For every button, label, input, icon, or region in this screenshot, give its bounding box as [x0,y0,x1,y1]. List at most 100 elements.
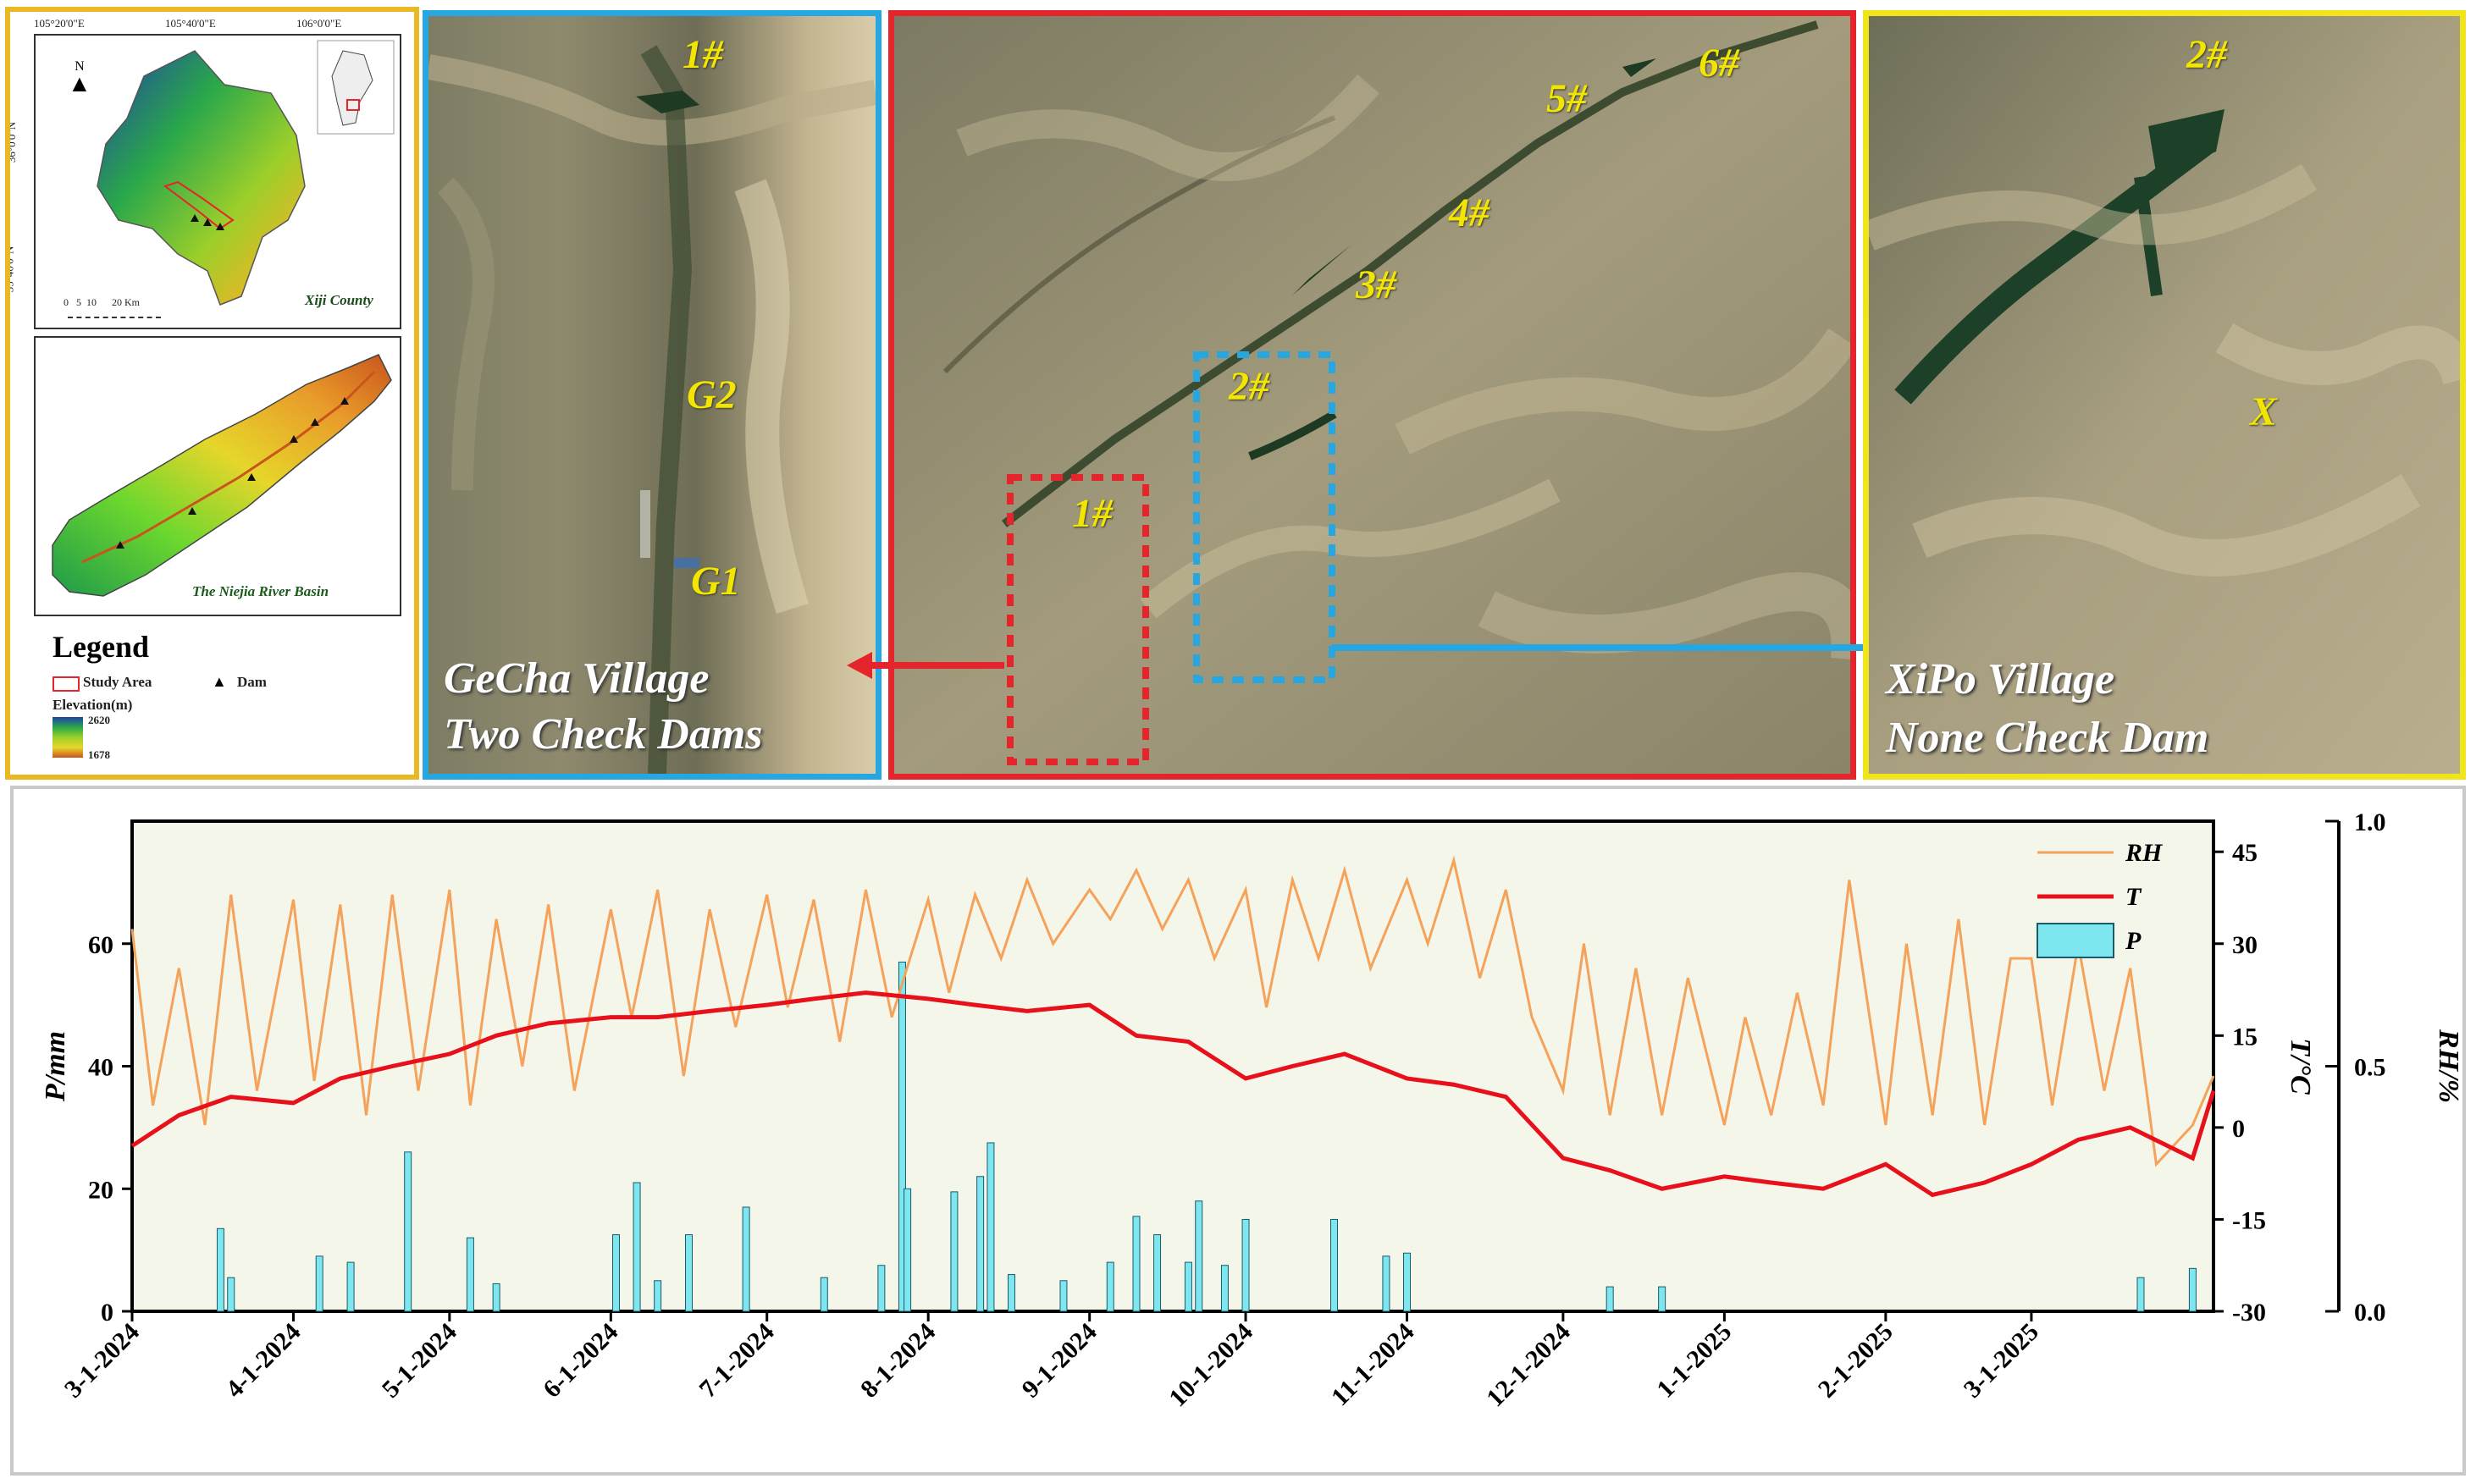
p-tick-label: 40 [88,1054,113,1082]
precip-bar [346,1261,355,1312]
t-tick-label: 15 [2232,1023,2258,1051]
precip-bar [227,1277,235,1312]
gecha-caption-line2: Two Check Dams [444,710,763,759]
xipo-village-panel: 2# X XiPo Village None Check Dam [1863,10,2466,780]
legend-label-p: P [2125,927,2142,955]
x-tick-label: 2-1-2025 [1813,1318,1898,1404]
precip-bar [633,1182,641,1312]
xiji-county-title: Xiji County [305,292,373,308]
climate-chart-panel: 0 20 40 60 P/mm -30 -15 0 15 30 45 T/°C 0.0 0.5 1.0 RH/… [10,786,2466,1476]
precip-bar [685,1234,694,1312]
t-tick-label: 0 [2232,1115,2245,1143]
gecha-dam-1-label: 1# [683,32,723,77]
precip-bar [1403,1252,1412,1312]
precip-bar [1153,1234,1162,1312]
plot-area [130,819,2215,1313]
precip-bar [1195,1200,1203,1312]
study-dam-4-label: 4# [1449,190,1489,235]
precip-bar [1106,1261,1114,1312]
x-tick-label: 11-1-2024 [1326,1318,1420,1412]
legend-label-t: T [2125,883,2142,911]
precip-bar [1382,1255,1390,1312]
x-tick-label: 6-1-2024 [538,1318,623,1404]
precip-bar [987,1142,995,1312]
elev-low: 1678 [88,748,110,761]
precip-bar [315,1255,323,1312]
t-tick-label: 30 [2232,931,2258,959]
precip-bar [742,1206,750,1312]
dam-label: Dam [237,674,267,690]
north-arrow-icon: ▲ [68,71,91,97]
rh-tick-label: 1.0 [2354,808,2386,836]
precip-bar [1606,1286,1614,1312]
study-dam-3-label: 3# [1356,262,1396,307]
p-tick-label: 20 [88,1176,113,1204]
precip-bar [1059,1280,1068,1312]
p-tick-label: 0 [101,1299,113,1327]
north-arrow: N ▲ [68,59,91,97]
legend-box: Legend Study Area ▲ Dam Elevation(m) 262… [34,617,398,770]
precip-bar [877,1265,886,1312]
rh-tick-label: 0.5 [2354,1054,2386,1082]
precip-bar [216,1227,224,1312]
x-tick-label: 4-1-2024 [220,1318,306,1404]
precip-bar [611,1234,620,1312]
precip-bar [820,1277,828,1312]
study-area-swatch [53,676,80,692]
t-tick-label: -15 [2232,1206,2266,1234]
precip-bar [1329,1218,1338,1312]
xipo-x-label: X [2250,389,2278,434]
study-dam-6-label: 6# [1699,41,1739,86]
precip-bar [1132,1216,1141,1312]
x-tick-label: 7-1-2024 [694,1318,780,1404]
study-dam-2-label: 2# [1229,364,1269,409]
basin-shape [52,354,392,597]
elev-high: 2620 [88,714,110,726]
gecha-village-panel: 1# G2 G1 GeCha Village Two Check Dams [423,10,882,780]
p-tick-label: 60 [88,931,113,959]
xipo-caption-line1: XiPo Village [1886,655,2115,703]
lon-label-2: 105°40'0"E [165,17,216,30]
precip-bar [950,1191,959,1312]
x-tick-label: 8-1-2024 [855,1318,941,1404]
study-dam-1-label: 1# [1072,491,1113,536]
xipo-caption-line2: None Check Dam [1886,714,2209,762]
xiji-county-shape [97,40,395,306]
precip-bar [1220,1265,1229,1312]
x-tick-label: 10-1-2024 [1163,1318,1258,1413]
precip-bar [492,1283,500,1312]
t-line [130,990,2216,1198]
study-dam-5-label: 5# [1546,76,1587,121]
gecha-caption-line1: GeCha Village [444,654,710,703]
precip-bar [654,1280,662,1312]
x-tick-label: 9-1-2024 [1017,1318,1103,1404]
precip-bar [466,1237,474,1312]
precip-bar [2136,1277,2145,1312]
lon-label-1: 105°20'0"E [34,17,85,30]
x-tick-label: 3-1-2025 [1959,1318,2044,1404]
gecha-g2-label: G2 [687,372,737,417]
x-tick-label: 3-1-2024 [59,1318,145,1404]
t-axis-label: T/°C [2285,1038,2316,1095]
rh-line [130,855,2215,1167]
xipo-dam-2-label: 2# [2186,32,2227,77]
basin-title: The Niejia River Basin [192,583,329,599]
precip-bar [1008,1274,1016,1312]
precip-bar [898,961,906,1312]
dam-triangle-icon: ▲ [212,673,227,690]
precip-bar [1658,1286,1666,1312]
x-tick-label: 12-1-2024 [1481,1318,1576,1413]
precip-bar [1241,1218,1250,1312]
niejia-basin-map: The Niejia River Basin [34,336,401,616]
legend-swatch-p [2037,923,2114,958]
xipo-satellite-image [1869,16,2460,774]
precip-bar [2188,1267,2197,1312]
x-tick-label: 5-1-2024 [377,1318,462,1404]
north-label: N [75,59,85,74]
rh-tick-label: 0.0 [2354,1299,2386,1327]
study-area-label: Study Area [83,674,152,690]
elevation-title: Elevation(m) [53,697,133,713]
lat-label-2: 35°40'0"N [5,245,16,293]
elevation-ramp [53,717,83,758]
precip-bar [404,1151,412,1312]
